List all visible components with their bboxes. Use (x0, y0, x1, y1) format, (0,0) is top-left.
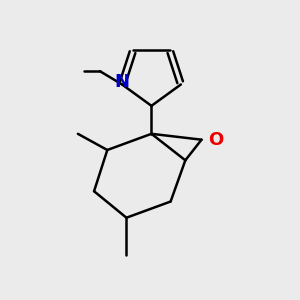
Text: O: O (208, 131, 223, 149)
Text: N: N (115, 73, 130, 91)
